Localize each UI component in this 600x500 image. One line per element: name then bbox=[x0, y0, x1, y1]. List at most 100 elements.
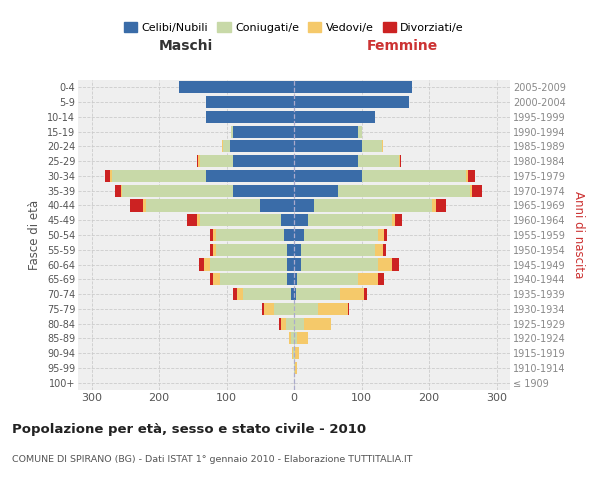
Bar bbox=[295, 347, 299, 359]
Bar bbox=[262, 303, 263, 315]
Bar bbox=[105, 170, 110, 182]
Bar bbox=[298, 273, 358, 285]
Bar bbox=[294, 362, 295, 374]
Bar bbox=[289, 332, 290, 344]
Bar bbox=[233, 155, 294, 167]
Bar bbox=[294, 214, 308, 226]
Bar bbox=[217, 244, 287, 256]
Bar bbox=[236, 288, 244, 300]
Bar bbox=[222, 140, 223, 152]
Bar bbox=[301, 244, 375, 256]
Bar bbox=[143, 200, 145, 211]
Bar bbox=[179, 82, 294, 94]
Bar bbox=[358, 155, 398, 167]
Bar bbox=[382, 140, 383, 152]
Bar bbox=[294, 184, 338, 197]
Bar bbox=[400, 155, 401, 167]
Bar bbox=[198, 155, 199, 167]
Legend: Celibi/Nubili, Coniugati/e, Vedovi/e, Divorziati/e: Celibi/Nubili, Coniugati/e, Vedovi/e, Di… bbox=[119, 18, 469, 37]
Bar bbox=[209, 244, 213, 256]
Bar bbox=[294, 244, 301, 256]
Bar bbox=[112, 170, 206, 182]
Bar bbox=[206, 170, 294, 182]
Bar bbox=[206, 96, 294, 108]
Bar bbox=[199, 214, 281, 226]
Bar bbox=[294, 347, 295, 359]
Bar bbox=[340, 288, 364, 300]
Bar bbox=[286, 318, 294, 330]
Bar bbox=[209, 273, 213, 285]
Bar bbox=[213, 229, 217, 241]
Bar bbox=[348, 303, 349, 315]
Bar bbox=[296, 288, 340, 300]
Bar bbox=[244, 288, 290, 300]
Bar bbox=[230, 140, 294, 152]
Bar bbox=[217, 229, 284, 241]
Bar bbox=[130, 200, 143, 211]
Bar bbox=[294, 126, 358, 138]
Bar bbox=[263, 303, 274, 315]
Bar bbox=[294, 332, 298, 344]
Bar bbox=[279, 318, 281, 330]
Bar bbox=[197, 155, 198, 167]
Bar bbox=[233, 288, 236, 300]
Bar bbox=[287, 258, 294, 270]
Bar bbox=[294, 82, 412, 94]
Bar bbox=[260, 200, 294, 211]
Bar bbox=[231, 126, 233, 138]
Bar bbox=[294, 303, 317, 315]
Bar bbox=[209, 258, 287, 270]
Bar bbox=[338, 184, 470, 197]
Bar bbox=[284, 229, 294, 241]
Bar bbox=[187, 214, 197, 226]
Bar bbox=[294, 200, 314, 211]
Bar bbox=[213, 244, 217, 256]
Bar bbox=[398, 155, 400, 167]
Bar bbox=[294, 273, 298, 285]
Bar bbox=[314, 200, 433, 211]
Bar bbox=[287, 244, 294, 256]
Bar bbox=[294, 111, 375, 123]
Bar bbox=[213, 273, 220, 285]
Bar bbox=[304, 229, 379, 241]
Bar bbox=[433, 200, 436, 211]
Y-axis label: Anni di nascita: Anni di nascita bbox=[572, 192, 585, 278]
Text: Maschi: Maschi bbox=[159, 38, 213, 52]
Bar bbox=[122, 184, 233, 197]
Bar bbox=[115, 184, 121, 197]
Bar bbox=[468, 170, 475, 182]
Bar bbox=[379, 229, 384, 241]
Bar bbox=[308, 214, 392, 226]
Bar bbox=[361, 140, 382, 152]
Bar bbox=[281, 318, 286, 330]
Bar bbox=[295, 362, 297, 374]
Bar bbox=[298, 332, 308, 344]
Bar bbox=[358, 126, 361, 138]
Bar bbox=[290, 288, 294, 300]
Bar bbox=[110, 170, 112, 182]
Bar bbox=[233, 184, 294, 197]
Bar bbox=[274, 303, 294, 315]
Bar bbox=[472, 184, 482, 197]
Bar bbox=[294, 318, 304, 330]
Bar bbox=[281, 214, 294, 226]
Bar bbox=[223, 140, 230, 152]
Bar bbox=[304, 318, 331, 330]
Bar bbox=[383, 244, 386, 256]
Bar bbox=[364, 288, 367, 300]
Bar bbox=[233, 126, 294, 138]
Bar bbox=[121, 184, 122, 197]
Y-axis label: Fasce di età: Fasce di età bbox=[28, 200, 41, 270]
Text: Popolazione per età, sesso e stato civile - 2010: Popolazione per età, sesso e stato civil… bbox=[12, 422, 366, 436]
Bar bbox=[294, 170, 361, 182]
Bar bbox=[220, 273, 287, 285]
Bar bbox=[294, 96, 409, 108]
Text: COMUNE DI SPIRANO (BG) - Dati ISTAT 1° gennaio 2010 - Elaborazione TUTTITALIA.IT: COMUNE DI SPIRANO (BG) - Dati ISTAT 1° g… bbox=[12, 455, 413, 464]
Bar bbox=[294, 258, 301, 270]
Bar bbox=[375, 244, 383, 256]
Bar bbox=[436, 200, 446, 211]
Text: Femmine: Femmine bbox=[367, 38, 437, 52]
Bar bbox=[294, 140, 361, 152]
Bar bbox=[466, 170, 468, 182]
Bar bbox=[204, 258, 209, 270]
